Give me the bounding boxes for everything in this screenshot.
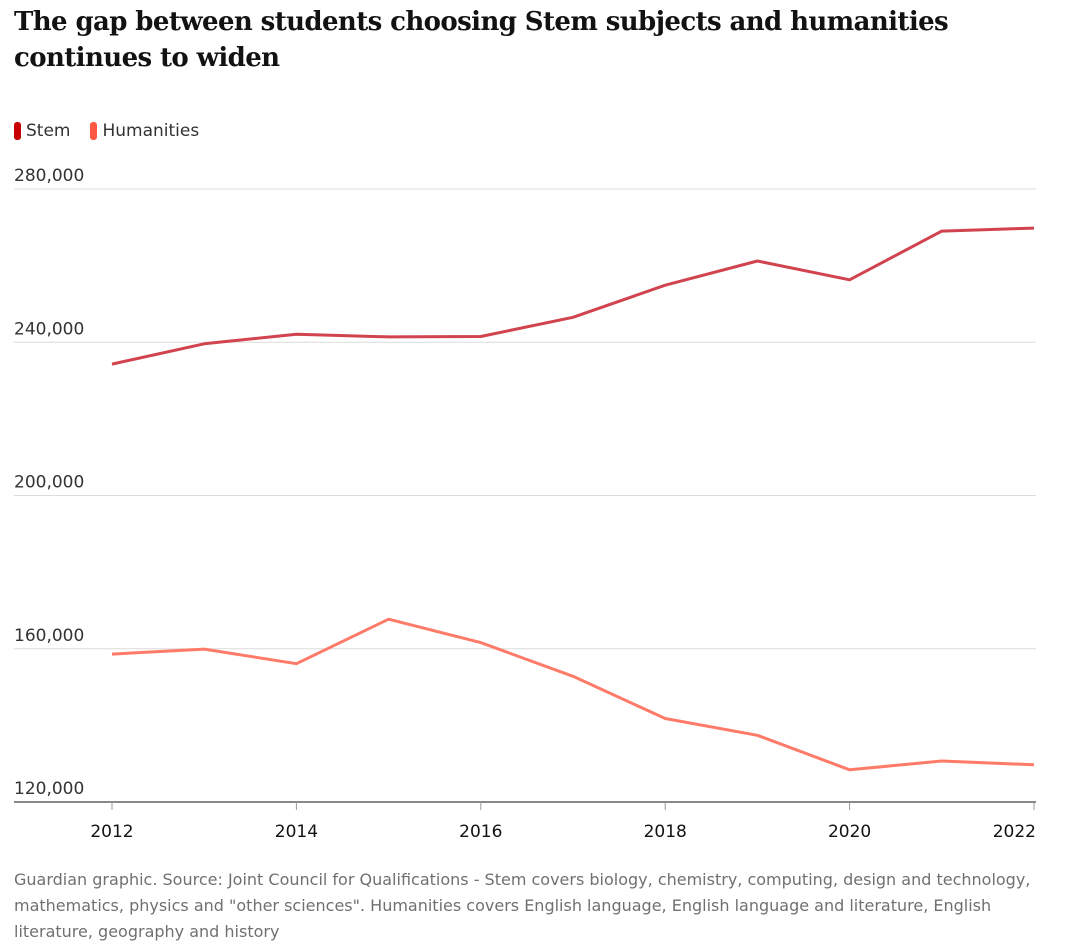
x-tick-label: 2020 (828, 822, 871, 842)
y-tick-label: 200,000 (14, 473, 84, 493)
legend-label-humanities: Humanities (102, 121, 200, 141)
series-line-humanities (111, 617, 1035, 772)
legend-swatch-stem (14, 122, 21, 140)
series-line-stem (111, 226, 1035, 366)
y-tick-label: 280,000 (14, 166, 84, 186)
x-tick-label: 2018 (644, 822, 687, 842)
legend-swatch-humanities (90, 122, 98, 140)
y-tick-label: 240,000 (14, 319, 84, 339)
x-tick-label: 2012 (90, 822, 133, 842)
legend-item-stem: Stem (14, 121, 70, 141)
legend-item-humanities: Humanities (90, 121, 199, 141)
legend-label-stem: Stem (26, 121, 71, 141)
chart-title: The gap between students choosing Stem s… (14, 7, 949, 73)
source-note: Guardian graphic. Source: Joint Council … (14, 870, 1031, 941)
x-tick-label: 2016 (459, 822, 502, 842)
y-tick-label: 120,000 (14, 779, 84, 799)
x-tick-label: 2022 (993, 822, 1036, 842)
y-tick-label: 160,000 (14, 626, 84, 646)
x-tick-label: 2014 (275, 822, 318, 842)
legend: Stem Humanities (14, 121, 219, 141)
